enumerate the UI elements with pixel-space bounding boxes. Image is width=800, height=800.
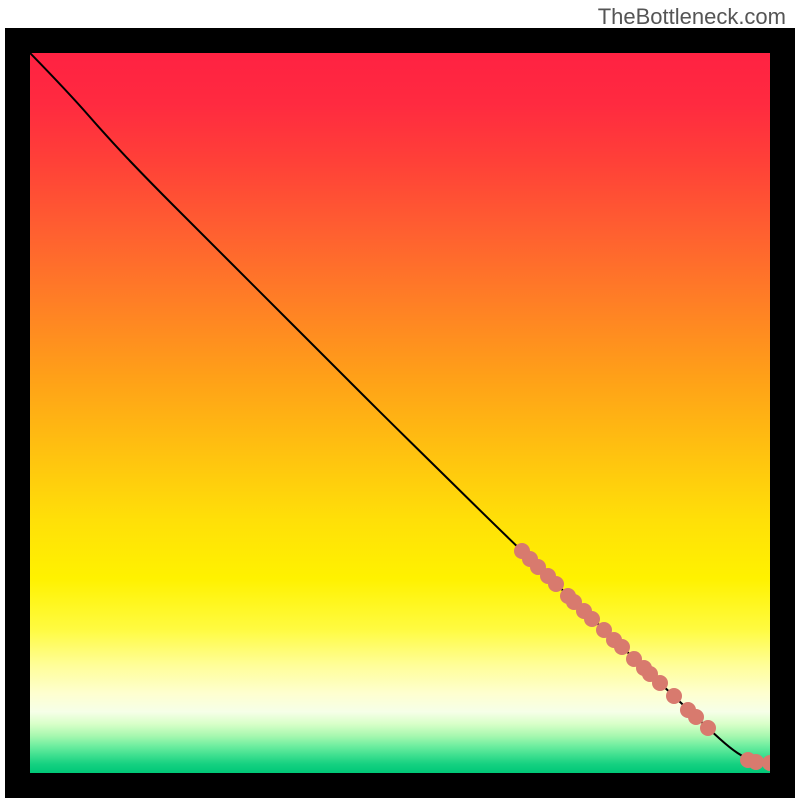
curve-line [30,53,770,763]
data-marker [700,720,716,736]
watermark-text: TheBottleneck.com [598,4,786,30]
chart-container: TheBottleneck.com [0,0,800,800]
data-marker [614,639,630,655]
data-marker [748,754,764,770]
plot-area [30,53,770,773]
data-marker [762,755,770,771]
curve-layer [30,53,770,773]
data-marker [688,709,704,725]
data-marker [548,576,564,592]
data-marker [666,688,682,704]
data-marker [652,675,668,691]
data-marker [584,611,600,627]
